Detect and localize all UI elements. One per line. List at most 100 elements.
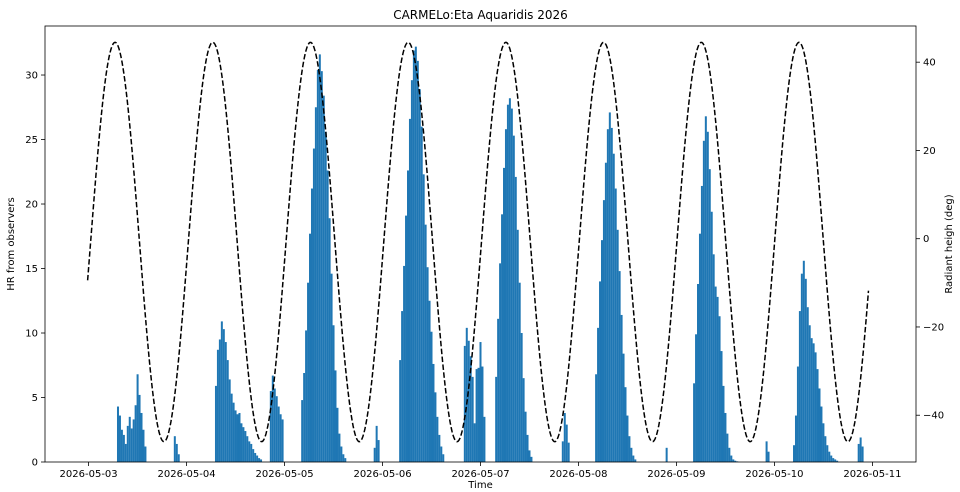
hr-bar [665,447,668,462]
hr-bar [832,458,835,462]
hr-bar [118,415,121,462]
hr-bar [469,356,472,462]
hr-bar [218,339,221,462]
hr-bar [134,405,137,462]
hr-bar [144,446,147,462]
hr-bar [463,345,466,462]
hr-bar [124,443,127,462]
hr-bar [326,170,329,462]
x-tick-label: 2026-05-05 [255,469,313,480]
hr-bar [600,240,603,462]
hr-bar [136,374,139,462]
hr-bar [436,416,439,462]
x-tick-label: 2026-05-06 [353,469,411,480]
hr-bar [820,406,823,462]
hr-bar [830,455,833,462]
hr-bar [630,447,633,462]
hr-bar [606,129,609,462]
hr-bar [724,412,727,462]
x-tick-label: 2026-05-03 [60,469,118,480]
hr-bar [804,278,807,462]
hr-bar [497,318,500,462]
hr-bar [248,441,251,462]
hr-bar [314,107,317,463]
hr-bar [130,428,133,462]
hr-bar [732,459,735,462]
hr-bar [132,419,135,462]
hr-bar [428,300,431,462]
hr-bar [120,429,123,462]
hr-bar [226,360,229,462]
hr-bar [834,459,837,462]
hr-bar [614,188,617,462]
hr-bar [140,412,143,462]
hr-bar [440,446,443,462]
hr-bar [818,388,821,462]
hr-bar [467,340,470,462]
hr-bar [810,338,813,462]
hr-bar [336,407,339,462]
x-axis-ticks: 2026-05-03 2026-05-04 2026-05-05 2026-05-06… [60,462,901,480]
hr-bar [616,229,619,462]
hr-bar [375,425,378,462]
hr-bar [373,447,376,462]
hr-bar [712,254,715,462]
hr-bar [612,153,615,462]
y-tick-label: 0 [32,458,38,469]
hr-bar [473,423,476,462]
hr-bar [142,429,145,462]
hr-bar [246,436,249,462]
histogram-bars [116,46,864,463]
hr-bar [608,112,611,463]
x-tick-label: 2026-05-10 [745,469,803,480]
hr-bar [316,69,319,463]
hr-bar [414,46,417,462]
hr-bar [412,50,415,462]
hr-bar [604,162,607,463]
hr-bar [620,314,623,462]
hr-bar [530,456,533,462]
hr-bar [328,218,331,462]
hr-bar [242,427,245,462]
hr-bar [228,379,231,462]
x-tick-label: 2026-05-07 [451,469,509,480]
hr-bar [808,325,811,462]
hr-bar [561,441,564,462]
hr-bar [340,446,343,462]
y2-tick-label: 0 [923,234,929,245]
x-axis-title: Time [467,480,492,491]
hr-bar [434,392,437,462]
hr-bar [610,127,613,462]
hr-bar [407,170,409,462]
hr-bar [710,211,713,462]
hr-bar [307,282,310,462]
hr-bar [524,411,527,462]
hr-bar [504,129,507,462]
y-axis-ticks: 0 5 10 15 20 25 30 [25,71,45,469]
hr-bar [714,286,717,462]
y-tick-label: 30 [25,71,38,82]
hr-bar [273,388,276,462]
hr-bar [695,334,698,462]
hr-bar [796,366,799,462]
hr-bar [704,116,707,463]
hr-bar [330,273,333,462]
hr-bar [634,459,637,462]
hr-bar [116,406,119,462]
hr-bar [814,352,817,462]
hr-bar [632,455,635,462]
radiant-height-line [86,41,870,443]
hr-bar [812,343,815,462]
hr-bar [520,333,523,462]
hr-bar [432,363,435,462]
hr-bar [403,265,406,462]
hr-bar [516,229,519,462]
hr-bar [857,443,860,462]
hr-bar [800,273,803,462]
hr-bar [405,215,408,462]
hr-bar [514,176,517,463]
hr-bar [806,307,809,462]
hr-bar [173,436,176,462]
hr-bar [499,263,502,462]
